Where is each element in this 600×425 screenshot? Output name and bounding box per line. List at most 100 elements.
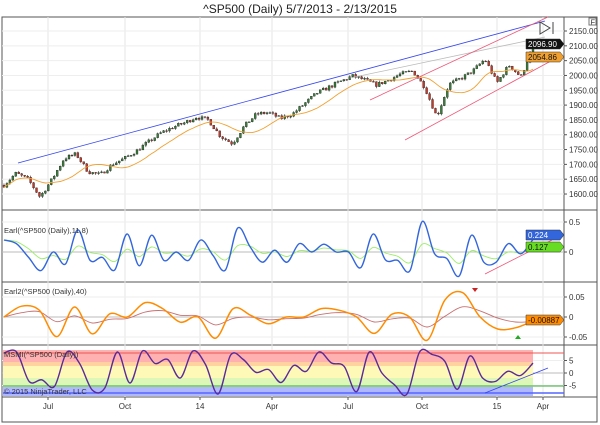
candle-body [215, 128, 218, 132]
trendline-red-upper[interactable] [369, 16, 549, 101]
candle-body [271, 112, 275, 114]
y-tick-label: 1800.00 [569, 131, 598, 140]
last-price-label-tag [525, 38, 565, 50]
trendline-blue[interactable] [17, 20, 546, 164]
candle-body [171, 128, 174, 130]
earl2-value-label: -0.00887 [528, 316, 560, 325]
x-tick-label: 14 [196, 402, 205, 411]
earl-signal-value-label: 0.127 [528, 243, 549, 252]
y-tick-label: 1950.00 [569, 86, 598, 95]
candle-body [47, 184, 50, 192]
trendline-red-lower[interactable] [404, 54, 563, 141]
candle-body [138, 149, 142, 151]
candle-body [67, 154, 71, 159]
candle-body [124, 156, 127, 160]
earl-signal-value-label-tag [525, 241, 565, 253]
price-axis[interactable]: 1600.00 1650.00 1700.00 1750.00 1800.00 1850.… [564, 27, 598, 391]
candle-body [360, 76, 363, 80]
earl-line [3, 220, 534, 278]
candle-body [180, 123, 183, 125]
candle-body [251, 118, 254, 122]
skip-to-end-icon[interactable] [539, 21, 554, 35]
candle-body [73, 152, 77, 156]
candle-body [324, 87, 328, 91]
price-panel[interactable] [2, 43, 535, 199]
properties-button[interactable] [588, 17, 597, 26]
candle-body [56, 170, 59, 177]
candle-body [319, 89, 322, 94]
candle-body [41, 193, 44, 197]
candle-body [307, 98, 310, 103]
candle-body [29, 177, 32, 183]
candle-body [26, 176, 29, 178]
candle-body [522, 70, 526, 76]
candle-body [428, 93, 431, 100]
candle-body [203, 116, 207, 118]
candle-body [23, 175, 26, 177]
y-tick-label: 1750.00 [569, 146, 598, 155]
candle-body [395, 75, 399, 78]
time-axis[interactable]: Jul Oct 14 Apr Jul Oct 15 Apr [43, 397, 550, 411]
candle-body [517, 71, 520, 75]
candle-body [440, 105, 443, 115]
candle-body [384, 80, 387, 85]
candle-body [174, 126, 177, 129]
candle-body [381, 82, 384, 85]
y-tick-label: 0 [569, 313, 574, 322]
candle-body [224, 138, 227, 140]
earl2-panel[interactable] [3, 290, 534, 341]
y-tick-label: 1850.00 [569, 116, 598, 125]
trendline-grey[interactable] [349, 36, 546, 79]
candle-body [437, 112, 440, 115]
candle-body [434, 108, 437, 114]
candle-body [431, 99, 434, 109]
candle-body [35, 187, 38, 193]
candle-body [339, 80, 343, 82]
y-tick-label: 1700.00 [569, 160, 598, 169]
trendline-msmi[interactable] [484, 367, 549, 394]
msmi-panel[interactable] [3, 348, 534, 397]
last-price-label: 2096.90 [528, 40, 557, 49]
y-tick-label: 2000.00 [569, 71, 598, 80]
candle-body [61, 160, 65, 167]
y-tick-label: 2050.00 [569, 57, 598, 66]
candle-body [227, 139, 230, 142]
candle-body [118, 160, 121, 164]
candle-body [375, 81, 378, 87]
candle-body [82, 161, 85, 164]
candle-body [508, 65, 511, 68]
candle-body [366, 78, 369, 80]
candle-body [443, 97, 446, 106]
earl-panel[interactable] [3, 220, 534, 278]
candle-body [449, 82, 452, 90]
copyright: © 2015 NinjaTrader, LLC [4, 387, 87, 396]
candle-body [404, 71, 408, 73]
y-tick-label: 1900.00 [569, 101, 598, 110]
sma-line [3, 68, 534, 188]
candle-body [242, 126, 245, 134]
sma-value-label: 2054.86 [528, 53, 557, 62]
y-tick-label: 0.5 [569, 218, 581, 227]
candle-body [132, 154, 136, 156]
candle-body [463, 74, 467, 80]
properties-label: F [591, 18, 596, 27]
earl2-title: Earl2(^SP500 (Daily),40) [4, 287, 87, 296]
candle-body [490, 65, 493, 74]
candle-body [162, 130, 165, 133]
candle-body [446, 89, 449, 98]
candle-body [14, 172, 17, 177]
earl2-value-label-tag [525, 314, 565, 326]
candle-body [212, 125, 215, 130]
candle-body [59, 166, 62, 171]
candle-body [191, 119, 195, 123]
candle-body [398, 73, 402, 76]
msmi-title: MSMI(^SP500 (Daily)) [4, 350, 79, 359]
candle-body [11, 176, 15, 181]
candle-body [144, 142, 148, 146]
y-tick-label: 0.05 [569, 293, 585, 302]
candle-body [354, 74, 357, 78]
candle-body [186, 120, 189, 123]
candle-body [525, 62, 529, 71]
candle-body [511, 65, 514, 70]
